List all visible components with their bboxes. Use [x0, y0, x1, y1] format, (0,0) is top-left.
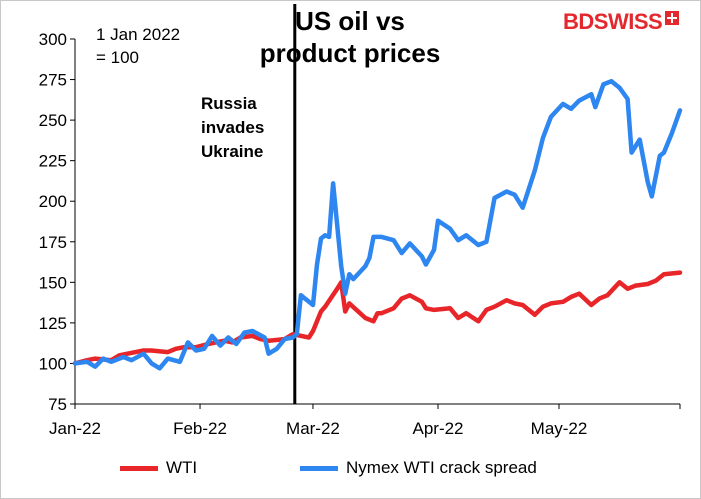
- y-tick-label: 200: [39, 192, 67, 211]
- brand-logo: BDSWISS: [563, 9, 680, 35]
- event-annotation-line2: invades: [201, 118, 265, 137]
- plus-icon: [665, 11, 680, 25]
- y-tick-label: 300: [39, 30, 67, 49]
- y-tick-label: 125: [39, 314, 67, 333]
- y-tick-label: 225: [39, 152, 67, 171]
- y-tick-label: 100: [39, 354, 67, 373]
- axes: 75 100 125 150 175 200 225 250 275 300 Jan-22 Feb-2…: [39, 30, 681, 438]
- event-annotation-line3: Ukraine: [201, 142, 264, 161]
- y-tick-label: 275: [39, 71, 67, 90]
- chart-title-line1: US oil vs: [295, 6, 405, 36]
- x-tick-label: May-22: [531, 419, 588, 438]
- y-tick-label: 175: [39, 233, 67, 252]
- legend-swatch-crack-spread: [300, 465, 338, 471]
- index-note-line1: 1 Jan 2022: [96, 25, 181, 44]
- legend-label-wti: WTI: [166, 458, 198, 477]
- series-lines: [72, 78, 683, 371]
- x-tick-label: Jan-22: [49, 419, 101, 438]
- y-tick-label: 150: [39, 273, 67, 292]
- index-note-line2: = 100: [96, 48, 140, 67]
- y-tick-label: 250: [39, 111, 67, 130]
- chart-title-line2: product prices: [259, 38, 441, 68]
- x-tick-label: Feb-22: [173, 419, 227, 438]
- legend-swatch-wti: [120, 465, 158, 471]
- legend-item-wti: WTI: [120, 458, 197, 478]
- series-line-wti: [72, 270, 683, 366]
- event-annotation-line1: Russia: [201, 94, 257, 113]
- y-tick-label: 75: [48, 395, 67, 414]
- x-tick-label: Mar-22: [286, 419, 340, 438]
- series-line-crack-spread: [72, 78, 683, 371]
- legend-item-crack-spread: Nymex WTI crack spread: [300, 458, 537, 478]
- x-tick-label: Apr-22: [412, 419, 463, 438]
- brand-logo-text: BDSWISS: [563, 9, 663, 34]
- legend-label-crack-spread: Nymex WTI crack spread: [346, 458, 537, 477]
- legend: WTI Nymex WTI crack spread: [0, 458, 701, 482]
